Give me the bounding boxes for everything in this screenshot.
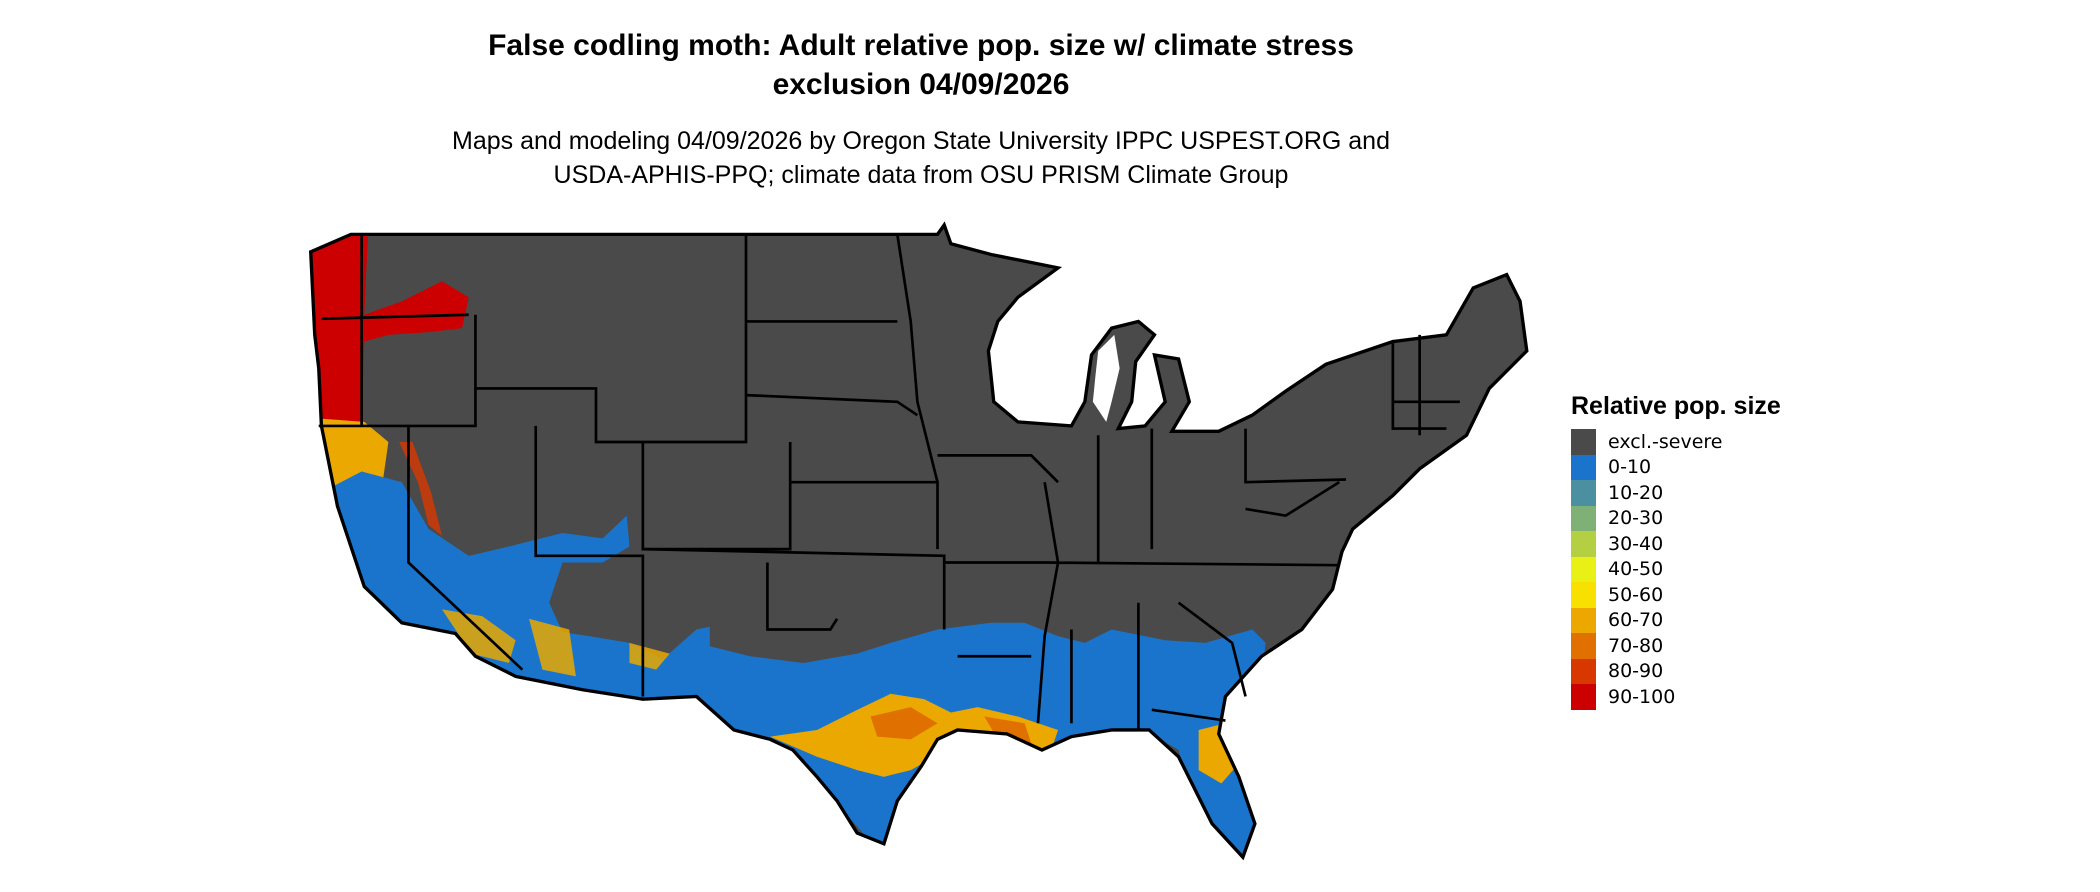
legend-label: 20-30 [1608, 507, 1664, 530]
legend-item: 20-30 [1571, 505, 1781, 531]
legend-item: 90-100 [1571, 684, 1781, 710]
legend-label: 50-60 [1608, 583, 1664, 606]
legend-item: 60-70 [1571, 607, 1781, 633]
legend-label: 60-70 [1608, 609, 1664, 632]
legend-swatch [1571, 429, 1596, 455]
great-lakes-michigan [1092, 334, 1120, 422]
legend-label: 10-20 [1608, 481, 1664, 504]
legend-swatch [1571, 531, 1596, 557]
legend-swatch [1571, 684, 1596, 710]
legend-swatch [1571, 454, 1596, 480]
legend-item: 0-10 [1571, 454, 1781, 480]
legend-swatch [1571, 480, 1596, 506]
legend-items: excl.-severe 0-10 10-20 20-30 30-40 40-50 50-6… [1571, 429, 1781, 710]
map-title-line2: exclusion 04/09/2026 [772, 68, 1070, 101]
southwest-red-fringe [399, 441, 442, 536]
legend-label: 80-90 [1608, 660, 1664, 683]
southwest-mid-zone [441, 609, 670, 677]
legend-label: 30-40 [1608, 532, 1664, 555]
gulf-coast-low-zone [696, 622, 1266, 858]
legend-item: 50-60 [1571, 582, 1781, 608]
legend-swatch [1571, 658, 1596, 684]
legend-title: Relative pop. size [1571, 392, 1781, 420]
legend-swatch [1571, 556, 1596, 582]
legend-label: 40-50 [1608, 558, 1664, 581]
legend-swatch [1571, 582, 1596, 608]
legend-swatch [1571, 607, 1596, 633]
legend-item: 40-50 [1571, 556, 1781, 582]
southwest-low-zone [328, 471, 710, 710]
map-title: False codling moth: Adult relative pop. … [0, 26, 1842, 104]
legend-label: 90-100 [1608, 685, 1676, 708]
legend: Relative pop. size excl.-severe 0-10 10-20… [1571, 392, 1781, 710]
legend-label: excl.-severe [1608, 430, 1723, 453]
legend-label: 0-10 [1608, 456, 1652, 479]
legend-item: 70-80 [1571, 633, 1781, 659]
legend-swatch [1571, 505, 1596, 531]
legend-item: 80-90 [1571, 658, 1781, 684]
map-subtitle: Maps and modeling 04/09/2026 by Oregon S… [0, 124, 1842, 192]
map-title-line1: False codling moth: Adult relative pop. … [488, 29, 1354, 62]
map-subtitle-line2: USDA-APHIS-PPQ; climate data from OSU PR… [553, 161, 1289, 189]
legend-item: excl.-severe [1571, 429, 1781, 455]
pacific-northwest-high-zone [310, 227, 469, 429]
state-borders [318, 234, 1460, 730]
gulf-coast-high-spots [870, 707, 1032, 744]
legend-label: 70-80 [1608, 634, 1664, 657]
legend-swatch [1571, 633, 1596, 659]
map-subtitle-line1: Maps and modeling 04/09/2026 by Oregon S… [452, 127, 1390, 155]
legend-item: 10-20 [1571, 480, 1781, 506]
legend-item: 30-40 [1571, 531, 1781, 557]
